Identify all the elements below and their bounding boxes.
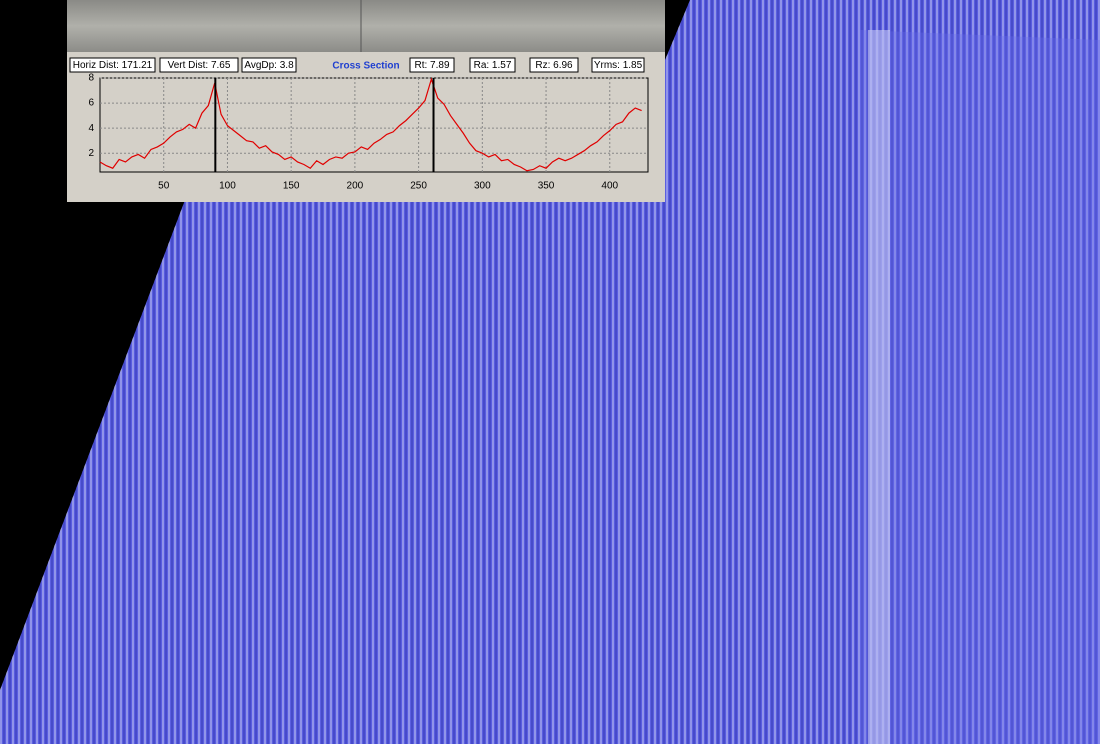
chart-title: Cross Section [332,61,399,72]
y-tick-label: 8 [88,73,94,84]
x-tick-label: 350 [538,181,555,192]
surface-strip [860,30,1100,744]
x-tick-label: 250 [410,181,427,192]
stat-text: Ra: 1.57 [474,60,512,71]
stat-text: Rt: 7.89 [414,60,449,71]
y-tick-label: 4 [88,123,94,134]
x-tick-label: 150 [283,181,300,192]
x-tick-label: 50 [158,181,170,192]
stat-text: Vert Dist: 7.65 [168,60,231,71]
groove [868,30,890,744]
screen: Horiz Dist: 171.21 Vert Dist: 7.65 AvgDp: … [0,0,1100,744]
x-tick-label: 100 [219,181,236,192]
photo-strip [67,0,665,52]
y-tick-label: 2 [88,148,94,159]
x-tick-label: 200 [347,181,364,192]
stat-text: Rz: 6.96 [535,60,573,71]
y-tick-label: 6 [88,98,94,109]
x-tick-label: 300 [474,181,491,192]
stat-text: Yrms: 1.85 [594,60,643,71]
page: Horiz Dist: 171.21 Vert Dist: 7.65 AvgDp: … [0,0,1100,744]
stat-text: AvgDp: 3.8 [244,60,294,71]
x-tick-label: 400 [601,181,618,192]
plot-area [100,78,648,172]
stat-text: Horiz Dist: 171.21 [73,60,153,71]
